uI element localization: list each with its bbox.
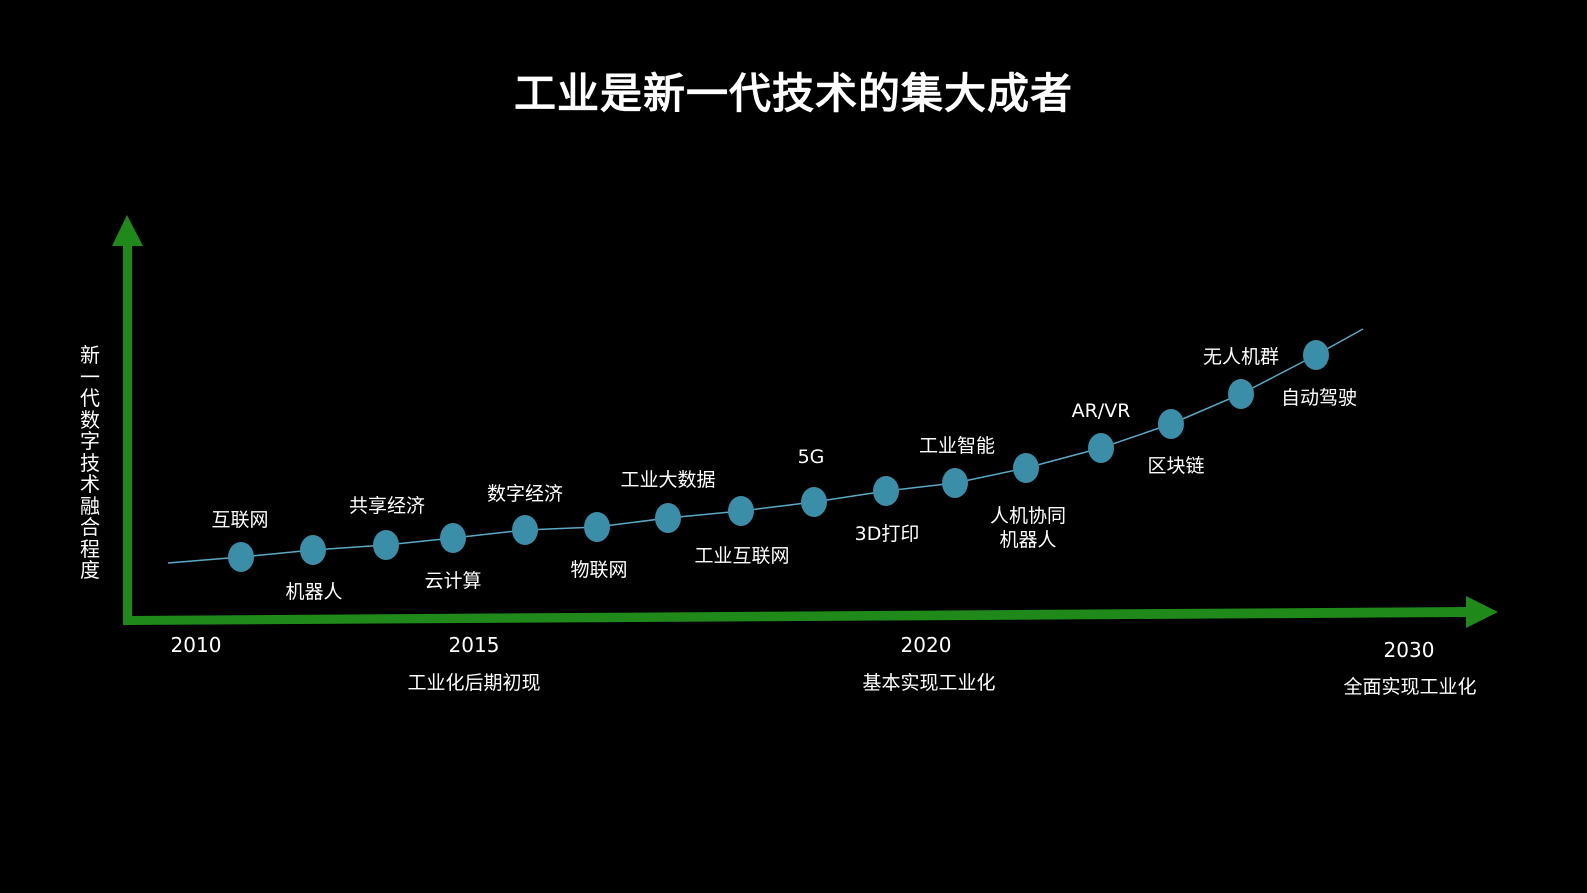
label-iot: 物联网 <box>570 559 628 581</box>
node-industrial-internet <box>728 496 754 526</box>
node-robot <box>300 535 326 565</box>
label-5g: 5G <box>797 446 825 468</box>
growth-curve <box>167 328 1364 564</box>
label-industrial-big-data: 工业大数据 <box>620 469 716 491</box>
node-blockchain <box>1158 409 1184 439</box>
node-iot <box>584 512 610 542</box>
node-internet <box>228 542 254 572</box>
phase-full-industrialization: 全面实现工业化 <box>1343 676 1477 698</box>
phase-basic-industrialization: 基本实现工业化 <box>862 672 996 694</box>
node-sharing-economy <box>373 530 399 560</box>
label-blockchain: 区块链 <box>1147 455 1205 477</box>
label-drone-swarm: 无人机群 <box>1202 346 1280 368</box>
label-industrial-internet: 工业互联网 <box>694 545 790 567</box>
label-internet: 互联网 <box>211 509 269 531</box>
label-cloud-computing: 云计算 <box>424 570 482 592</box>
x-axis-line <box>123 607 1470 625</box>
node-industrial-big-data <box>655 503 681 533</box>
node-autonomous-driving <box>1303 340 1329 370</box>
y-axis-line <box>123 240 132 625</box>
label-robot-2: 机器人 <box>999 529 1057 551</box>
label-industrial-intelligence: 工业智能 <box>918 435 996 457</box>
node-cloud-computing <box>440 523 466 553</box>
label-digital-economy: 数字经济 <box>486 483 564 505</box>
year-2015: 2015 <box>448 633 500 657</box>
node-3d-printing <box>873 476 899 506</box>
label-robot: 机器人 <box>285 581 343 603</box>
label-ar-vr: AR/VR <box>1071 400 1131 422</box>
phase-late-industrialization: 工业化后期初现 <box>407 672 541 694</box>
label-autonomous-driving: 自动驾驶 <box>1280 387 1358 409</box>
slide-title: 工业是新一代技术的集大成者 <box>513 69 1073 118</box>
y-axis-label: 新一代数字技术融合程度 <box>80 343 100 582</box>
label-human-robot-collaboration: 人机协同 <box>989 505 1067 527</box>
label-sharing-economy: 共享经济 <box>348 495 426 517</box>
node-drone-swarm <box>1228 379 1254 409</box>
node-industrial-intelligence <box>942 468 968 498</box>
x-axis-arrowhead <box>1466 596 1498 628</box>
year-2020: 2020 <box>900 633 952 657</box>
node-human-robot-collaboration <box>1013 453 1039 483</box>
node-digital-economy <box>512 515 538 545</box>
year-2010: 2010 <box>170 633 222 657</box>
node-5g <box>801 487 827 517</box>
y-axis-arrowhead <box>112 215 143 246</box>
year-2030: 2030 <box>1383 638 1435 662</box>
label-3d-printing: 3D打印 <box>854 523 920 545</box>
node-ar-vr <box>1088 433 1114 463</box>
